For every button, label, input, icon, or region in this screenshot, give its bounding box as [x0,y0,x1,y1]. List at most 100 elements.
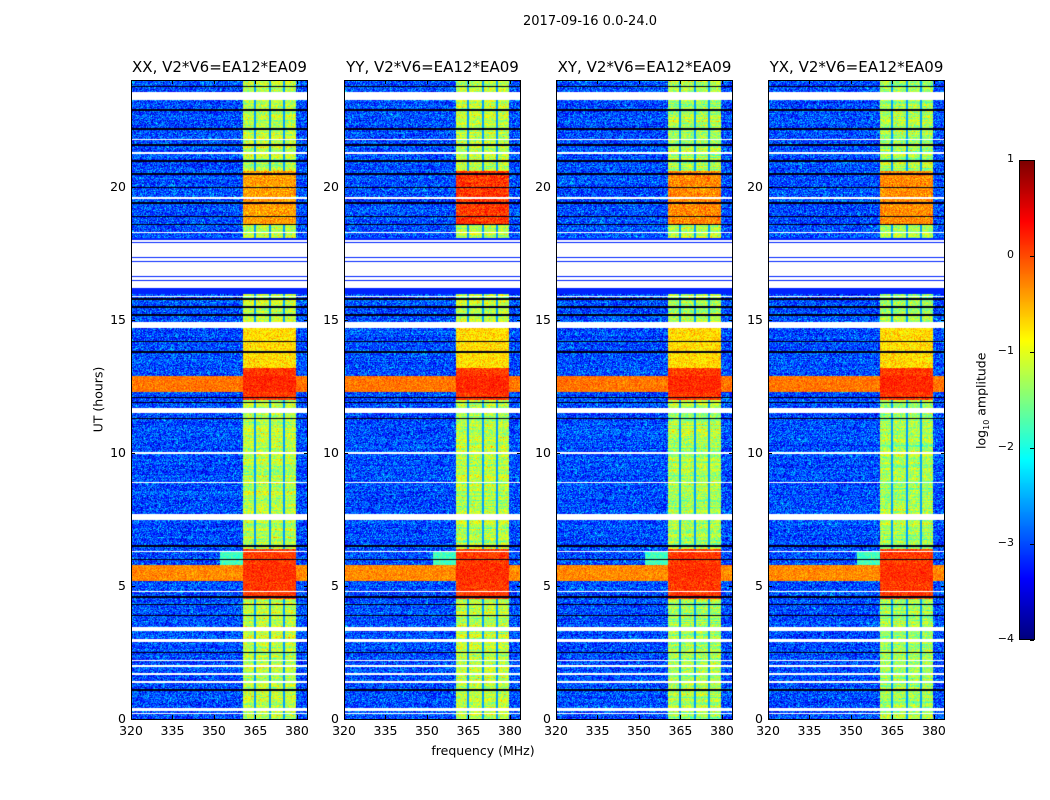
y-tick-mark [304,452,308,454]
y-tick-mark [729,452,733,454]
y-tick-mark [768,585,772,587]
x-tick-mark [509,80,511,84]
x-tick-mark [556,80,557,84]
x-tick-label: 320 [756,723,780,738]
x-tick-mark [638,715,640,719]
y-tick-label: 5 [755,577,763,593]
x-tick-label: 380 [922,723,946,738]
y-tick-label: 5 [118,577,126,593]
y-tick-mark [344,719,348,720]
x-tick-label: 365 [243,723,268,738]
x-tick-label: 380 [285,723,309,738]
x-tick-mark [509,715,511,719]
panel-title: XX, V2*V6=EA12*EA09 [132,58,307,76]
y-tick-mark [344,186,348,188]
y-tick-mark [729,719,733,720]
x-tick-mark [296,715,298,719]
y-tick-label: 20 [323,178,339,194]
y-tick-label: 20 [110,178,126,194]
y-tick-mark [556,719,560,720]
y-tick-label: 15 [110,311,126,327]
colorbar-tick-mark [1030,544,1034,545]
x-tick-label: 320 [544,723,568,738]
panel-title: YX, V2*V6=EA12*EA09 [769,58,944,76]
y-tick-label: 0 [755,711,763,726]
x-tick-mark [597,715,599,719]
spectrogram-heatmap [557,81,732,719]
x-tick-mark [172,715,174,719]
panel-title: YY, V2*V6=EA12*EA09 [346,58,519,76]
x-tick-label: 350 [415,723,439,738]
x-tick-mark [850,715,852,719]
x-tick-mark [426,80,428,84]
y-tick-mark [729,585,733,587]
x-tick-mark [213,715,215,719]
spectrogram-panel [131,80,308,720]
y-tick-mark [517,319,521,321]
x-tick-mark [426,715,428,719]
x-tick-mark [638,80,640,84]
x-tick-label: 335 [585,723,610,738]
colorbar-label-rest: amplitude [973,352,989,420]
y-tick-mark [131,319,135,321]
y-tick-mark [517,186,521,188]
colorbar-tick-mark [1030,448,1034,449]
x-tick-label: 365 [668,723,693,738]
y-tick-mark [768,319,772,321]
y-tick-mark [556,585,560,587]
colorbar-tick-mark [1030,640,1034,641]
x-tick-label: 350 [839,723,863,738]
figure-title: 2017-09-16 0.0-24.0 [523,14,657,29]
x-tick-mark [296,80,298,84]
x-tick-mark [344,715,345,719]
x-tick-mark [680,80,682,84]
x-tick-mark [468,715,470,719]
x-tick-mark [768,80,769,84]
colorbar [1019,160,1035,640]
x-tick-mark [172,80,174,84]
y-tick-label: 15 [747,311,763,327]
y-tick-mark [517,585,521,587]
x-tick-label: 365 [880,723,905,738]
x-tick-label: 380 [710,723,734,738]
colorbar-tick-mark [1030,256,1034,257]
colorbar-tick-mark [1030,160,1034,161]
x-tick-label: 335 [797,723,822,738]
y-tick-label: 0 [543,711,551,726]
colorbar-tick-label: −2 [997,440,1014,453]
y-tick-mark [344,319,348,321]
x-tick-mark [131,80,132,84]
x-tick-mark [721,715,723,719]
x-tick-mark [680,715,682,719]
colorbar-label-sub: 10 [981,419,991,430]
y-tick-label: 5 [331,577,339,593]
x-tick-label: 380 [498,723,522,738]
x-tick-mark [933,80,935,84]
y-tick-label: 15 [535,311,551,327]
y-tick-mark [941,585,945,587]
y-tick-label: 20 [535,178,551,194]
x-tick-label: 350 [202,723,226,738]
y-tick-mark [768,186,772,188]
y-tick-mark [556,452,560,454]
y-tick-mark [344,452,348,454]
y-tick-mark [941,186,945,188]
x-tick-mark [809,715,811,719]
x-tick-mark [255,80,257,84]
spectrogram-panel [344,80,521,720]
y-tick-mark [556,319,560,321]
y-tick-mark [304,319,308,321]
spectrogram-panel [768,80,945,720]
y-tick-label: 10 [535,444,551,460]
y-tick-label: 10 [323,444,339,460]
y-tick-mark [304,719,308,720]
colorbar-tick-label: −1 [997,344,1014,357]
x-tick-mark [344,80,345,84]
spectrogram-heatmap [345,81,520,719]
y-tick-mark [729,186,733,188]
x-tick-mark [556,715,557,719]
spectrogram-panel [556,80,733,720]
panel-title: XY, V2*V6=EA12*EA09 [557,58,732,76]
colorbar-tick-label: −3 [997,536,1014,549]
colorbar-tick-label: 0 [1007,248,1014,261]
